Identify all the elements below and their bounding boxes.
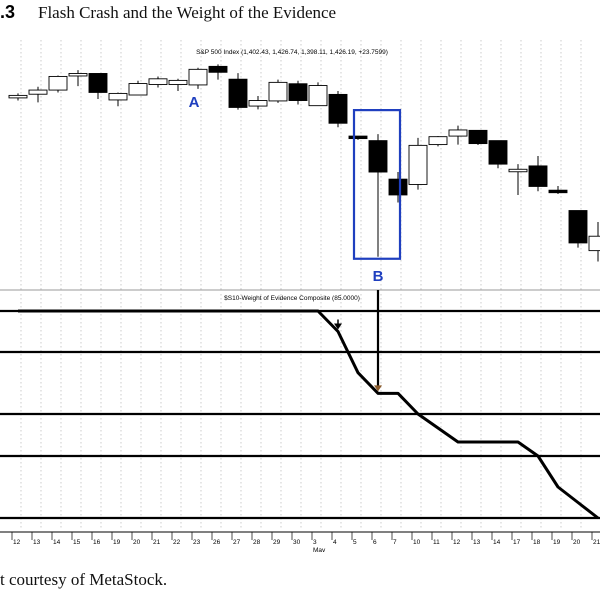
price-panel: AB (0, 40, 600, 291)
date-tick-label: 3 (313, 539, 317, 546)
date-tick-label: 28 (253, 539, 261, 546)
annotation-box (352, 109, 402, 260)
date-tick-label: 23 (193, 539, 201, 546)
candle-body (48, 75, 68, 91)
chart-svg: AB 12 13 14 15 16 19 20 21 22 23 26 27 28 29 30 3 4 5 6 7 10… (0, 40, 600, 552)
candle-body (148, 78, 168, 85)
date-tick-label: 18 (533, 539, 541, 546)
date-tick-label: 20 (133, 539, 141, 546)
candle-body (308, 85, 328, 107)
date-tick-label: 13 (473, 539, 481, 546)
annotation-label: B (373, 268, 384, 285)
candle-body (268, 81, 288, 102)
date-tick-label: 21 (593, 539, 600, 546)
date-tick-label: 20 (573, 539, 581, 546)
signal-arrow-head (334, 323, 342, 330)
month-label: May (313, 547, 326, 552)
candle-body (168, 79, 188, 85)
candle-body (188, 68, 208, 86)
signal-arrow-head (374, 385, 382, 392)
date-tick-label: 30 (293, 539, 301, 546)
date-tick-label: 16 (93, 539, 101, 546)
candle-body (368, 140, 388, 173)
candle-body (448, 129, 468, 137)
candle-body (548, 189, 568, 194)
candle-body (508, 168, 528, 173)
date-tick-label: 11 (433, 539, 440, 546)
date-tick-label: 13 (33, 539, 41, 546)
candle-body (28, 89, 48, 95)
candle-body (88, 73, 108, 93)
candle-body (568, 210, 588, 244)
candle-body (488, 140, 508, 165)
candle-body (428, 136, 448, 146)
date-tick-label: 21 (153, 539, 161, 546)
date-tick-label: 17 (513, 539, 521, 546)
figure-title: .3 Flash Crash and the Weight of the Evi… (0, 0, 600, 26)
date-tick-label: 15 (73, 539, 81, 546)
candle-body (288, 83, 308, 101)
date-tick-label: 5 (353, 539, 357, 546)
candle-body (348, 135, 368, 140)
candle-body (68, 73, 88, 77)
candle-body (528, 165, 548, 187)
candle-body (208, 65, 228, 73)
candle-body (228, 78, 248, 108)
candle-body (8, 94, 28, 99)
date-tick-label: 29 (273, 539, 281, 546)
date-tick-label: 10 (413, 539, 421, 546)
candle-body (388, 178, 408, 196)
candle-body (408, 144, 428, 185)
date-tick-label: 26 (213, 539, 221, 546)
candle-body (108, 92, 128, 101)
candle-body (588, 235, 600, 252)
date-tick-label: 14 (53, 539, 61, 546)
figure-title-text: Flash Crash and the Weight of the Eviden… (38, 3, 337, 22)
date-tick-label: 19 (113, 539, 121, 546)
annotation-label: A (189, 94, 200, 111)
date-tick-label: 6 (373, 539, 377, 546)
date-tick-label: 14 (493, 539, 501, 546)
figure-caption: t courtesy of MetaStock. (0, 570, 168, 589)
candle-body (468, 129, 488, 145)
candle-body (248, 100, 268, 107)
date-tick-label: 19 (553, 539, 561, 546)
date-tick-label: 27 (233, 539, 241, 546)
date-tick-label: 7 (393, 539, 397, 546)
candle-body (128, 83, 148, 96)
date-tick-label: 12 (13, 539, 21, 546)
date-axis: 12 13 14 15 16 19 20 21 22 23 26 27 28 29 30 3 4 5 6 7 10 11 1… (0, 531, 600, 552)
candle-body (328, 93, 348, 124)
indicator-line (18, 309, 599, 520)
indicator-legend: $S10-Weight of Evidence Composite (85.00… (224, 295, 360, 302)
date-tick-label: 22 (173, 539, 181, 546)
indicator-panel (0, 290, 600, 530)
date-tick-label: 4 (333, 539, 337, 546)
figure-number: .3 (0, 2, 16, 22)
price-legend: S&P 500 Index (1,402.43, 1,426.74, 1,398… (196, 49, 388, 56)
date-tick-label: 12 (453, 539, 461, 546)
